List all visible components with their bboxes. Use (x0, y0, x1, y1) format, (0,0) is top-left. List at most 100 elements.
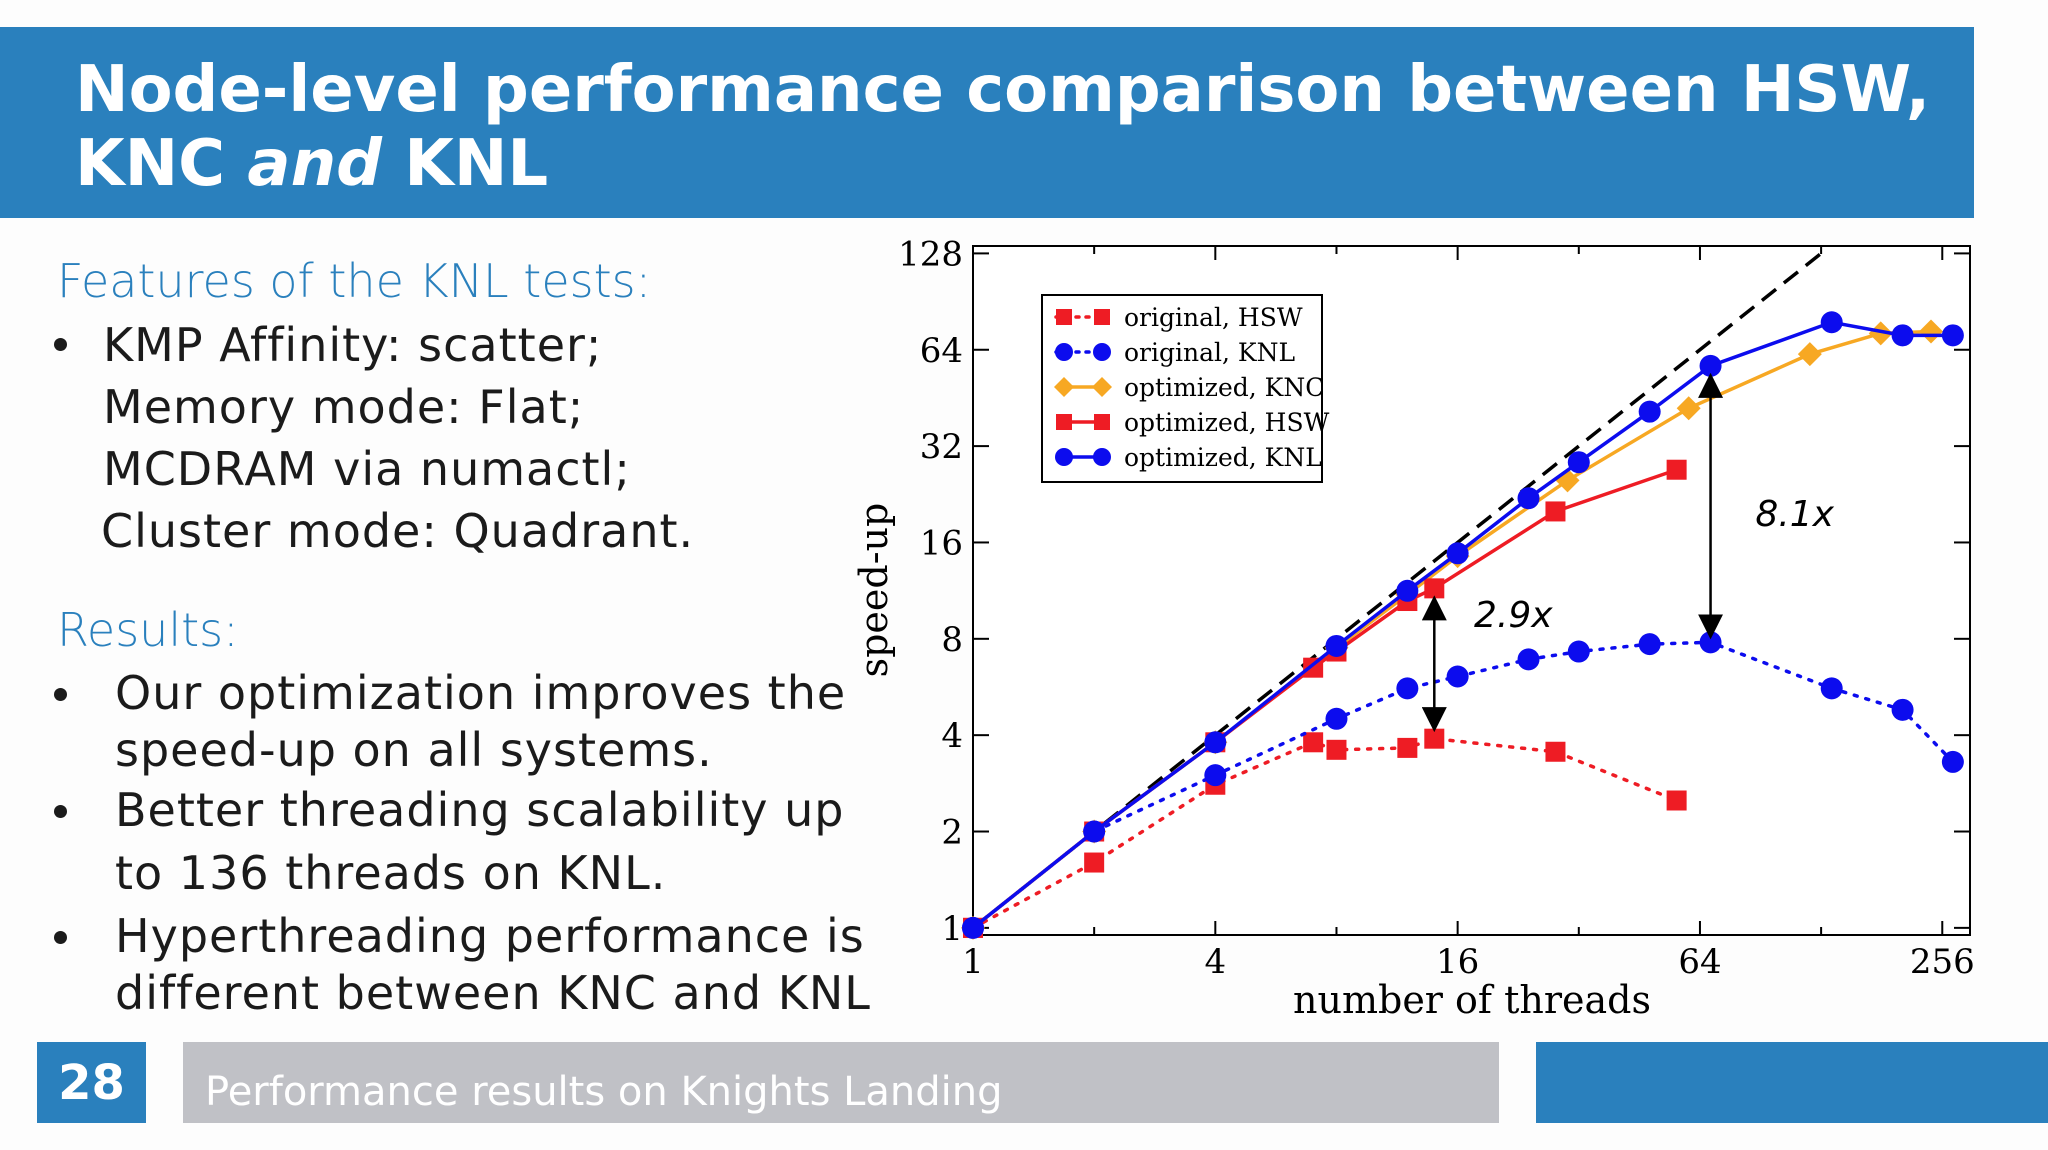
bullet-dot (54, 931, 67, 944)
x-axis-label: number of threads (1293, 978, 1651, 1022)
y-tick-label: 128 (898, 235, 963, 274)
data-point (1092, 377, 1112, 397)
data-point (1093, 448, 1111, 466)
data-point (1054, 377, 1074, 397)
data-point (1397, 737, 1418, 758)
bullet-dot (54, 338, 67, 351)
y-tick-label: 8 (941, 620, 963, 660)
feature-item: Cluster mode: Quadrant. (101, 504, 695, 558)
data-point (1666, 790, 1687, 811)
data-point (1517, 487, 1540, 510)
data-point (1891, 324, 1914, 347)
data-point (1055, 448, 1073, 466)
data-point (1941, 324, 1964, 347)
data-point (1666, 459, 1687, 480)
x-tick-label: 64 (1678, 942, 1721, 982)
data-point (1056, 414, 1072, 430)
data-point (1797, 342, 1822, 367)
data-point (1326, 739, 1347, 760)
data-point (1820, 311, 1843, 334)
data-point (1325, 707, 1348, 730)
result-item-line: speed-up on all systems. (115, 723, 713, 777)
y-tick-label: 1 (941, 909, 963, 949)
result-item-line: different between KNC and KNL (115, 966, 871, 1020)
data-point (1676, 396, 1701, 421)
data-point (1055, 343, 1073, 361)
data-point (1891, 698, 1914, 721)
footer-bar: Performance results on Knights Landing (183, 1042, 1499, 1123)
data-point (1303, 732, 1324, 753)
data-point (1093, 343, 1111, 361)
slide-title-line-2: KNC and KNL (75, 127, 1974, 201)
title-bar: Node-level performance comparison betwee… (0, 27, 1974, 218)
data-point (1545, 501, 1566, 522)
data-point (1094, 414, 1110, 430)
feature-item: KMP Affinity: scatter; (103, 318, 603, 372)
legend-label: original, HSW (1124, 303, 1303, 332)
data-point (1204, 731, 1227, 754)
x-tick-label: 256 (1910, 942, 1975, 982)
y-tick-label: 64 (920, 331, 963, 371)
bullet-dot (54, 688, 67, 701)
series-group (961, 311, 1964, 940)
data-point (1396, 579, 1419, 602)
legend-label: optimized, HSW (1124, 408, 1330, 437)
bullet-dot (54, 805, 67, 818)
y-tick-label: 32 (920, 427, 963, 467)
data-point (1094, 309, 1110, 325)
feature-item: MCDRAM via numactl; (103, 442, 631, 496)
data-point (1567, 451, 1590, 474)
data-point (1083, 820, 1106, 843)
results-heading: Results: (57, 603, 239, 657)
x-tick-label: 16 (1436, 942, 1479, 982)
data-point (1699, 354, 1722, 377)
legend-label: original, KNL (1124, 338, 1295, 367)
data-point (1446, 542, 1469, 565)
data-point (962, 916, 984, 939)
result-item-line: to 136 threads on KNL. (115, 846, 667, 900)
data-point (1056, 309, 1072, 325)
footer-accent (1536, 1042, 2048, 1123)
data-point (1699, 631, 1722, 654)
data-point (1084, 852, 1105, 873)
data-point (1941, 750, 1964, 773)
data-point (1325, 634, 1348, 657)
data-point (1638, 633, 1661, 656)
footer-title: Performance results on Knights Landing (205, 1069, 1003, 1115)
data-point (1567, 640, 1590, 663)
data-point (1638, 400, 1661, 423)
series-optimized-knl (962, 311, 1964, 939)
result-item-line: Our optimization improves the (115, 666, 847, 720)
y-tick-label: 4 (941, 716, 963, 756)
data-point (1820, 677, 1843, 700)
data-point (1868, 321, 1893, 346)
x-tick-label: 1 (962, 942, 984, 982)
speedup-annotation: 2.9x (1474, 595, 1553, 636)
x-tick-label: 4 (1204, 942, 1226, 982)
data-point (1424, 578, 1445, 599)
features-heading: Features of the KNL tests: (57, 254, 652, 308)
axes: 1 4 16 64 256 1 2 4 8 16 32 64 128 (898, 235, 1975, 982)
slide-title-line-1: Node-level performance comparison betwee… (75, 53, 1931, 127)
data-point (1424, 728, 1445, 749)
feature-item: Memory mode: Flat; (103, 380, 585, 434)
data-point (1517, 648, 1540, 671)
y-axis-label: speed-up (852, 503, 896, 678)
result-item-line: Better threading scalability up (115, 783, 845, 837)
speedup-annotation: 8.1x (1755, 494, 1834, 535)
data-point (1555, 468, 1580, 493)
title-knl: KNL (381, 127, 549, 201)
data-point (1918, 319, 1943, 344)
annotations: 2.9x 8.1x (1421, 372, 1835, 733)
data-point (1545, 741, 1566, 762)
data-point (1446, 665, 1469, 688)
y-tick-label: 16 (920, 523, 963, 563)
speedup-chart: 1 4 16 64 256 1 2 4 8 16 32 64 128 2.9x 8.1x original… (852, 235, 1975, 1022)
result-item-line: Hyperthreading performance is (115, 909, 865, 963)
legend: original, HSW original, KNL optimized, KNC… (1041, 294, 1330, 483)
legend-label: optimized, KNC (1124, 373, 1324, 402)
data-point (1204, 764, 1227, 787)
legend-label: optimized, KNL (1124, 443, 1322, 472)
title-and: and (247, 127, 382, 201)
page-number: 28 (37, 1042, 146, 1123)
